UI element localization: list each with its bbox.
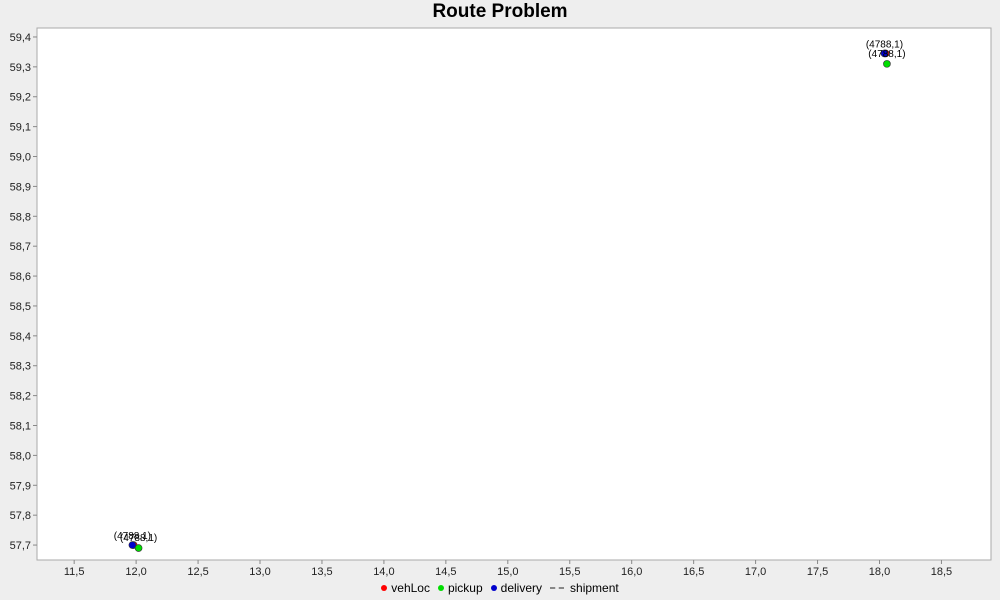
x-tick-label: 18,0 bbox=[869, 566, 890, 578]
y-tick-label: 57,8 bbox=[10, 510, 31, 522]
x-tick-label: 18,5 bbox=[931, 566, 952, 578]
legend-marker-vehloc bbox=[381, 585, 388, 591]
y-tick-label: 59,4 bbox=[10, 32, 31, 44]
point-label-delivery: (4788,1) bbox=[866, 39, 903, 50]
y-tick-label: 59,0 bbox=[10, 152, 31, 164]
legend-item-pickup: pickup bbox=[437, 581, 483, 595]
legend-item-delivery: delivery bbox=[490, 581, 543, 595]
y-tick-label: 58,6 bbox=[10, 271, 31, 283]
y-tick-label: 58,7 bbox=[10, 241, 31, 253]
y-tick-label: 58,3 bbox=[10, 361, 31, 373]
y-tick-label: 58,9 bbox=[10, 181, 31, 193]
y-tick-label: 59,2 bbox=[10, 92, 31, 104]
x-axis: 11,5 12,0 12,5 13,0 13,5 14,0 14,5 15,0 15,5 16,0… bbox=[64, 560, 952, 578]
legend: vehLoc pickup delivery shipment bbox=[0, 581, 1000, 595]
x-tick-label: 15,0 bbox=[497, 566, 518, 578]
y-tick-label: 57,7 bbox=[10, 540, 31, 552]
point-delivery bbox=[128, 541, 137, 549]
data-points bbox=[128, 49, 891, 552]
legend-item-shipment: shipment bbox=[550, 581, 619, 595]
y-tick-label: 58,0 bbox=[10, 450, 31, 462]
point-delivery bbox=[880, 49, 889, 58]
point-label-pickup: (4788,1) bbox=[120, 533, 157, 544]
chart-title: Route Problem bbox=[432, 1, 568, 22]
legend-item-vehloc: vehLoc bbox=[381, 581, 430, 595]
x-tick-label: 12,5 bbox=[187, 566, 208, 578]
x-tick-label: 15,5 bbox=[559, 566, 580, 578]
legend-marker-shipment bbox=[550, 587, 565, 589]
x-tick-label: 12,0 bbox=[125, 566, 146, 578]
legend-label-pickup: pickup bbox=[447, 581, 483, 595]
y-tick-label: 58,4 bbox=[10, 331, 31, 343]
point-pickup bbox=[134, 544, 143, 552]
x-tick-label: 13,0 bbox=[249, 566, 270, 578]
legend-label-delivery: delivery bbox=[500, 581, 543, 595]
x-tick-label: 16,5 bbox=[683, 566, 704, 578]
y-axis: 57,7 57,8 57,9 58,0 58,1 58,2 58,3 58,4 58,5 58,6… bbox=[10, 32, 37, 552]
y-tick-label: 57,9 bbox=[10, 480, 31, 492]
point-pickup bbox=[883, 60, 891, 68]
y-tick-label: 58,2 bbox=[10, 391, 31, 403]
y-tick-label: 59,1 bbox=[10, 122, 31, 134]
y-tick-label: 58,1 bbox=[10, 421, 31, 433]
x-tick-label: 14,5 bbox=[435, 566, 456, 578]
legend-marker-pickup bbox=[437, 585, 444, 591]
legend-label-shipment: shipment bbox=[570, 581, 619, 595]
x-tick-label: 17,0 bbox=[745, 566, 766, 578]
y-tick-label: 59,3 bbox=[10, 62, 31, 74]
x-tick-label: 11,5 bbox=[64, 566, 85, 578]
y-tick-label: 58,5 bbox=[10, 301, 31, 313]
x-tick-label: 16,0 bbox=[621, 566, 642, 578]
x-tick-label: 13,5 bbox=[311, 566, 332, 578]
point-label-delivery: (4788,1) bbox=[114, 531, 151, 542]
point-labels: (4788,1)(4788,1)(4788,1)(4788,1) bbox=[114, 39, 906, 544]
plot-area bbox=[36, 27, 992, 561]
legend-marker-delivery bbox=[490, 585, 497, 591]
x-tick-label: 14,0 bbox=[373, 566, 394, 578]
x-tick-label: 17,5 bbox=[807, 566, 828, 578]
point-label-pickup: (4788,1) bbox=[868, 49, 905, 60]
y-tick-label: 58,8 bbox=[10, 211, 31, 223]
legend-label-vehloc: vehLoc bbox=[391, 581, 430, 595]
